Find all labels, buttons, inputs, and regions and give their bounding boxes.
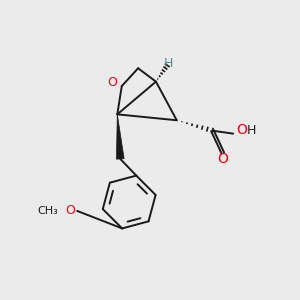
Text: O: O	[107, 76, 117, 89]
Text: H: H	[164, 57, 173, 70]
Text: O: O	[65, 204, 75, 218]
Text: O: O	[218, 152, 228, 166]
Text: CH₃: CH₃	[37, 206, 58, 216]
Polygon shape	[116, 114, 124, 159]
Text: H: H	[246, 124, 256, 136]
Text: O: O	[236, 123, 247, 137]
